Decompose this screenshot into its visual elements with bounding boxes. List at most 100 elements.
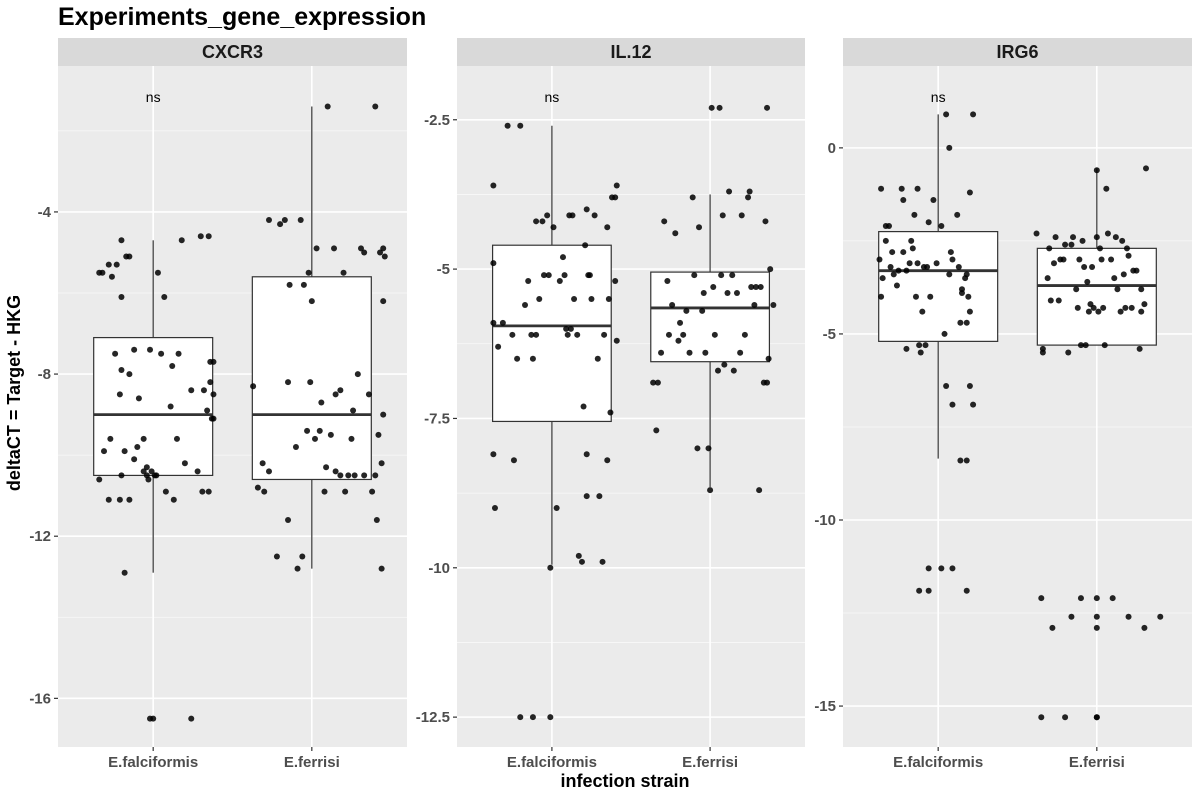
data-point xyxy=(342,488,349,495)
data-point xyxy=(361,249,368,256)
data-point xyxy=(702,349,709,356)
data-point xyxy=(580,403,587,410)
data-point xyxy=(586,272,593,279)
data-point xyxy=(162,488,169,495)
data-point xyxy=(908,237,915,244)
data-point xyxy=(556,278,563,285)
data-point xyxy=(751,301,758,308)
data-point xyxy=(380,298,387,305)
data-point xyxy=(672,230,679,237)
data-point xyxy=(748,284,755,291)
data-point xyxy=(307,379,314,386)
data-point xyxy=(522,301,529,308)
data-point xyxy=(1079,237,1086,244)
chart-title: Experiments_gene_expression xyxy=(58,3,426,31)
data-point xyxy=(210,358,217,365)
data-point xyxy=(150,715,157,722)
data-point xyxy=(889,249,896,256)
data-point xyxy=(99,269,106,276)
data-point xyxy=(118,237,125,244)
data-point xyxy=(1050,260,1057,267)
data-point xyxy=(966,308,973,315)
data-point xyxy=(694,445,701,452)
data-point xyxy=(1074,304,1081,311)
data-point xyxy=(887,263,894,270)
data-point xyxy=(204,407,211,414)
data-point xyxy=(118,367,125,374)
data-point xyxy=(767,266,774,273)
data-point xyxy=(737,349,744,356)
y-tick-label: -12.5 xyxy=(416,709,450,726)
data-point xyxy=(938,565,945,572)
data-point xyxy=(369,488,376,495)
data-point xyxy=(613,337,620,344)
data-point xyxy=(173,435,180,442)
data-point xyxy=(559,254,566,261)
data-point xyxy=(375,431,382,438)
data-point xyxy=(569,212,576,219)
data-point xyxy=(1073,286,1080,293)
y-tick-label: -8 xyxy=(38,366,51,383)
data-point xyxy=(680,331,687,338)
data-point xyxy=(764,379,771,386)
iqr-box xyxy=(1036,247,1157,346)
data-point xyxy=(912,293,919,300)
data-point xyxy=(105,261,112,268)
data-point xyxy=(947,249,954,256)
data-point xyxy=(331,245,338,252)
data-point xyxy=(1090,304,1097,311)
data-point xyxy=(925,587,932,594)
data-point xyxy=(957,319,964,326)
data-point xyxy=(700,290,707,296)
data-point xyxy=(764,104,771,111)
significance-label: ns xyxy=(545,89,560,105)
data-point xyxy=(718,272,725,279)
data-point xyxy=(919,308,926,315)
data-point xyxy=(188,715,195,722)
data-point xyxy=(1142,165,1149,172)
data-point xyxy=(1093,624,1100,631)
data-point xyxy=(675,337,682,344)
data-point xyxy=(528,331,535,338)
data-point xyxy=(533,218,540,225)
data-point xyxy=(1089,263,1096,270)
data-point xyxy=(949,256,956,263)
data-point xyxy=(1138,286,1145,293)
data-point xyxy=(699,307,706,314)
data-point xyxy=(365,391,372,398)
data-point xyxy=(563,325,570,332)
data-point xyxy=(878,185,885,192)
data-point xyxy=(536,295,543,302)
data-point xyxy=(323,464,330,471)
data-point xyxy=(561,272,568,279)
data-point xyxy=(949,401,956,408)
data-point xyxy=(949,565,956,572)
data-point xyxy=(1119,237,1126,244)
data-point xyxy=(143,464,150,471)
x-tick-label: E.falciformis xyxy=(507,754,597,771)
data-point xyxy=(705,445,712,452)
data-point xyxy=(313,245,320,252)
data-point xyxy=(943,383,950,390)
data-point xyxy=(208,415,215,422)
data-point xyxy=(607,409,614,416)
data-point xyxy=(1082,342,1089,349)
data-point xyxy=(1093,234,1100,241)
data-point xyxy=(746,188,753,195)
data-point xyxy=(574,331,581,338)
data-point xyxy=(900,196,907,203)
data-point xyxy=(1103,185,1110,192)
data-point xyxy=(327,431,334,438)
y-tick-label: -2.5 xyxy=(424,112,450,129)
data-point xyxy=(281,217,288,224)
data-point xyxy=(116,391,123,398)
facet-strip-label: CXCR3 xyxy=(202,42,263,62)
data-point xyxy=(882,237,889,244)
data-point xyxy=(101,448,108,455)
data-point xyxy=(545,272,552,279)
data-point xyxy=(1062,714,1069,721)
data-point xyxy=(533,331,540,338)
data-point xyxy=(121,448,128,455)
data-point xyxy=(966,189,973,196)
